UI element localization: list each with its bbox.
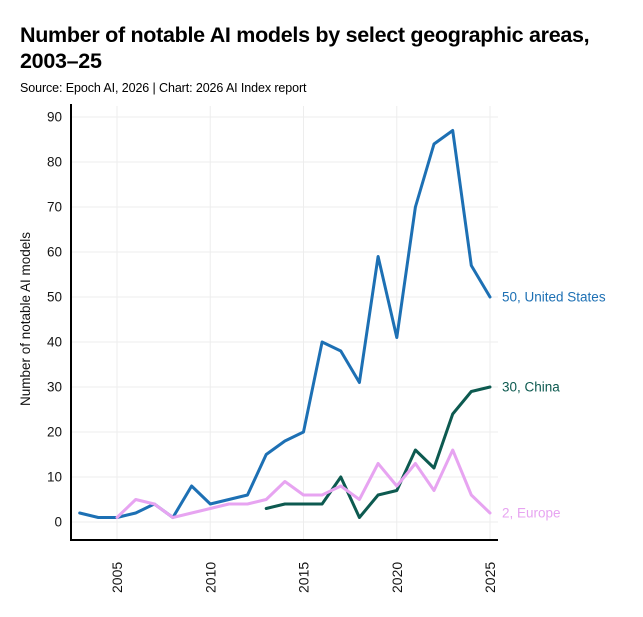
europe-line [115,448,492,520]
x-tick-label: 2020 [389,562,405,593]
europe-end-label: 2, Europe [502,506,561,521]
y-tick-label: 90 [47,110,62,125]
y-tick-label: 70 [47,200,62,215]
y-tick-label: 30 [47,380,62,395]
chart-title: Number of notable AI models by select ge… [20,23,590,74]
x-tick-label: 2025 [482,562,498,593]
y-tick-label: 80 [47,155,62,170]
y-axis-title: Number of notable AI models [18,232,33,406]
y-tick-label: 20 [47,425,62,440]
china-line [264,385,492,520]
united-states-line [78,129,492,520]
chart-header: Number of notable AI models by select ge… [0,0,643,95]
chart-source-caption: Source: Epoch AI, 2026 | Chart: 2026 AI … [20,81,307,96]
china-end-label: 30, China [502,380,560,395]
x-tick-label: 2015 [296,562,312,593]
y-tick-label: 10 [47,470,62,485]
united-states-end-label: 50, United States [502,290,606,305]
y-tick-label: 40 [47,335,62,350]
y-tick-label: 0 [54,515,62,530]
y-tick-label: 50 [47,290,62,305]
y-tick-label: 60 [47,245,62,260]
x-tick-label: 2005 [109,562,125,593]
line-chart: 0 10 20 30 40 50 60 70 80 90 2005 2010 2015 2020 2025 N… [18,104,606,593]
x-tick-label: 2010 [202,562,218,593]
